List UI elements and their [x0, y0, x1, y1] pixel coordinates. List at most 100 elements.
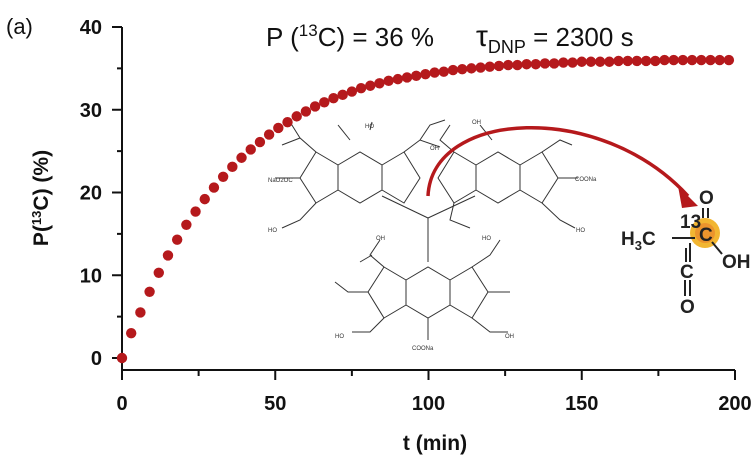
data-point	[411, 70, 422, 82]
svg-text:OH: OH	[505, 334, 514, 340]
data-point	[125, 327, 137, 339]
carbonyl-oxygen-top: O	[699, 188, 714, 209]
ketone-carbon-label: C	[680, 262, 694, 283]
carbon-13-label: C	[699, 225, 713, 246]
trityl-labels: HO NaO2OC HO OH COONa HO OH HO OH COONa …	[268, 120, 597, 352]
data-point	[171, 234, 183, 245]
svg-text:HO: HO	[335, 334, 344, 340]
svg-text:OH: OH	[472, 120, 481, 126]
data-point	[594, 56, 606, 67]
data-point	[365, 80, 376, 91]
data-point	[273, 122, 284, 134]
panel-label: (a)	[6, 14, 33, 39]
svg-text:HO: HO	[365, 124, 374, 130]
data-point	[337, 89, 348, 101]
data-point	[604, 56, 615, 67]
y-axis-title: P(13C) (%)	[29, 150, 53, 246]
x-tick-label: 200	[718, 393, 751, 415]
data-point	[705, 54, 716, 66]
data-point	[254, 136, 266, 148]
data-point	[374, 78, 385, 89]
svg-text:HO: HO	[268, 228, 277, 234]
data-point	[208, 182, 220, 193]
data-point	[392, 73, 404, 85]
data-point	[613, 55, 624, 67]
arrow-head-icon	[678, 186, 698, 208]
data-point	[659, 54, 670, 66]
data-point	[346, 86, 358, 97]
data-point	[502, 59, 514, 71]
svg-text:NaO2OC: NaO2OC	[268, 178, 293, 184]
x-tick-label: 0	[116, 393, 127, 415]
data-point	[631, 55, 643, 67]
y-tick-label: 0	[91, 348, 102, 370]
data-point	[714, 54, 725, 66]
data-point	[558, 57, 569, 68]
data-point	[521, 59, 532, 70]
methyl-label: H3C	[621, 229, 656, 253]
svg-text:HO: HO	[482, 236, 491, 242]
data-point	[484, 61, 495, 72]
data-point	[420, 68, 431, 80]
y-tick-label: 10	[80, 265, 102, 287]
data-point	[438, 66, 450, 77]
data-point	[650, 55, 661, 67]
data-point	[217, 171, 229, 182]
hydroxyl-label: OH	[722, 252, 751, 273]
data-point	[401, 72, 413, 83]
data-point	[696, 54, 707, 66]
svg-text:OH: OH	[430, 146, 439, 152]
y-tick-label: 20	[80, 183, 102, 205]
x-axis-title: t (min)	[403, 432, 467, 455]
data-point	[181, 219, 192, 230]
carbon-13-sup: 13	[680, 212, 701, 233]
trityl-radical-structure	[275, 119, 578, 340]
pyruvic-acid-structure: H3C 13 C O OH C O	[621, 188, 751, 318]
data-point	[677, 54, 689, 66]
x-tick-label: 100	[412, 393, 445, 415]
svg-text:OH: OH	[376, 236, 385, 242]
data-point	[723, 54, 735, 66]
data-point	[355, 83, 367, 94]
y-tick-label: 30	[80, 100, 102, 122]
data-series	[116, 54, 735, 364]
data-point	[466, 63, 477, 74]
y-tick-label: 40	[80, 17, 102, 39]
data-point	[447, 64, 459, 76]
svg-text:COONa: COONa	[412, 346, 434, 352]
data-point	[530, 59, 541, 70]
polarization-annotation: P (13C) = 36 %	[266, 21, 434, 52]
data-point	[227, 161, 238, 173]
tick-labels: 0 10 20 30 40 0 50 100 150 200	[80, 17, 752, 415]
data-point	[475, 62, 486, 73]
data-point	[319, 97, 330, 108]
data-point	[291, 111, 302, 122]
data-point	[144, 286, 155, 297]
data-point	[282, 116, 293, 128]
data-point	[135, 307, 146, 318]
data-point	[576, 56, 587, 67]
data-point	[162, 250, 174, 261]
data-point	[668, 54, 679, 66]
data-point	[640, 55, 652, 67]
data-point	[512, 59, 523, 71]
data-point	[429, 67, 440, 78]
data-point	[153, 267, 164, 278]
data-point	[539, 58, 551, 69]
ticks	[112, 26, 736, 380]
data-point	[263, 129, 275, 140]
data-point	[457, 64, 468, 75]
data-point	[300, 106, 312, 117]
data-point	[567, 57, 578, 68]
tau-annotation: τDNP = 2300 s	[476, 20, 634, 57]
data-point	[383, 75, 394, 86]
data-point	[622, 55, 633, 67]
data-point	[548, 58, 560, 69]
data-point	[199, 193, 210, 205]
data-point	[245, 144, 256, 155]
svg-text:HO: HO	[576, 228, 585, 234]
polarization-transfer-arrow	[426, 126, 690, 198]
ketone-oxygen-label: O	[680, 297, 695, 318]
data-point	[116, 352, 128, 364]
